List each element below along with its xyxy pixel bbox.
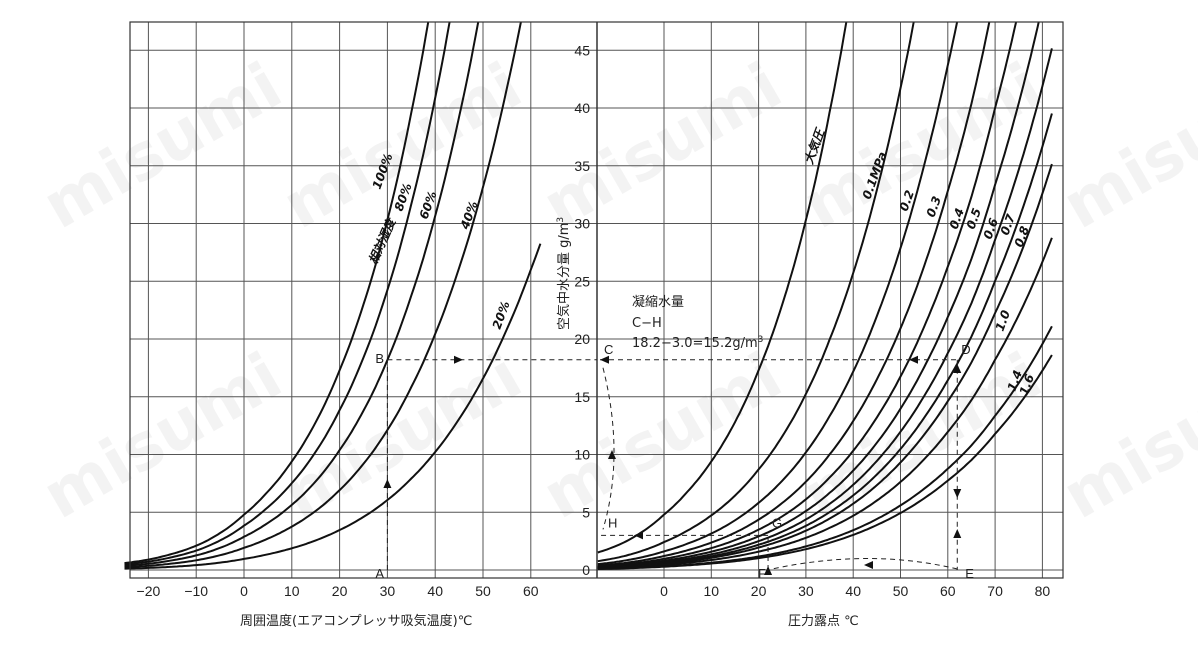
example-arrowhead: [953, 364, 962, 373]
y-tick-label: 30: [574, 216, 590, 232]
condensate-formula-sup: 3: [758, 335, 764, 345]
condensate-formula-main: 18.2−3.0=15.2g/m: [632, 336, 758, 351]
y-axis-title: 空気中水分量 g/m3: [556, 217, 572, 330]
curve-label: 0.6: [981, 216, 1001, 241]
curve-label: 1.4: [1005, 368, 1025, 393]
axis-tick-labels: −20 −10 0 10 20 30 40 50 60 0 10 20 30 40 50 60 70 80 0 5 10…: [137, 42, 1051, 599]
example-path: A B C D E F G H: [375, 342, 974, 581]
point-label-h: H: [608, 515, 617, 530]
condensate-formula: 18.2−3.0=15.2g/m3: [632, 335, 763, 351]
condensate-title: 凝縮水量: [632, 294, 684, 310]
example-arrowhead: [953, 489, 962, 498]
rh-curve-20pct: [124, 243, 542, 570]
condensate-path: C−H: [632, 316, 662, 331]
y-tick-label: 5: [582, 504, 590, 520]
example-arrowhead: [764, 566, 773, 575]
y-tick-label: 35: [574, 158, 590, 174]
y-tick-label: 40: [574, 100, 590, 116]
right-x-tick-label: 0: [660, 583, 668, 599]
left-x-tick-label: 10: [284, 583, 300, 599]
curve-label: 40%: [457, 199, 480, 232]
curve-label: 0.2: [897, 188, 917, 213]
right-x-tick-label: 40: [845, 583, 861, 599]
left-x-tick-label: 20: [332, 583, 348, 599]
pressure-dew-point-curves: [597, 21, 1053, 570]
example-arrowhead: [634, 531, 643, 540]
curve-label: 0.3: [924, 194, 944, 219]
watermark-text: misumi: [1051, 339, 1198, 534]
left-x-tick-label: −10: [184, 583, 208, 599]
example-arrowhead: [383, 479, 392, 488]
watermark-text: misumi: [31, 49, 294, 244]
example-arrowhead: [454, 355, 463, 364]
watermark-text: misumi: [531, 339, 794, 534]
point-label-a: A: [375, 566, 384, 581]
y-tick-label: 10: [574, 447, 590, 463]
pressure-curve: [597, 21, 1040, 568]
curve-label: 1.6: [1017, 372, 1037, 397]
example-dashed-arc: [771, 558, 958, 570]
curve-label: 60%: [417, 189, 440, 221]
pressure-curve: [597, 163, 1053, 569]
left-x-tick-label: 60: [523, 583, 539, 599]
watermark-layer: misumimisumimisumimisumimisumimisumimisu…: [31, 49, 1198, 534]
pressure-curve: [597, 21, 1018, 568]
right-x-tick-label: 80: [1035, 583, 1051, 599]
right-x-tick-label: 30: [798, 583, 814, 599]
right-x-axis-title: 圧力露点 ℃: [788, 614, 859, 629]
example-arrowhead: [909, 355, 918, 364]
relative-humidity-curves: [124, 21, 542, 570]
right-x-tick-label: 20: [751, 583, 767, 599]
left-x-axis-title: 周囲温度(エアコンプレッサ吸気温度)℃: [240, 613, 472, 629]
example-arrowhead: [608, 450, 616, 459]
pressure-curve: [597, 354, 1053, 570]
curve-label: 0.8: [1012, 224, 1032, 249]
y-axis-title-sup: 3: [556, 217, 566, 223]
example-arrowhead: [953, 529, 962, 538]
left-x-tick-label: −20: [137, 583, 161, 599]
rh-curve-40pct: [124, 21, 522, 569]
right-x-tick-label: 10: [704, 583, 720, 599]
right-x-tick-label: 50: [893, 583, 909, 599]
curve-label: 1.0: [993, 308, 1013, 333]
y-axis-title-main: 空気中水分量 g/m: [556, 223, 572, 330]
point-label-g: G: [772, 515, 782, 530]
watermark-text: misumi: [531, 49, 794, 244]
y-tick-label: 15: [574, 389, 590, 405]
chart-frame: [129, 21, 1064, 579]
example-arrowhead: [864, 561, 873, 569]
point-label-c: C: [604, 342, 613, 357]
pressure-curve: [597, 21, 991, 567]
curve-label: 0.5: [964, 206, 984, 231]
point-label-e: E: [965, 566, 974, 581]
left-x-tick-label: 0: [240, 583, 248, 599]
point-label-b: B: [375, 351, 384, 366]
y-tick-label: 20: [574, 331, 590, 347]
legend-title-rh: 相対湿度: [366, 215, 399, 266]
curve-label: 0.4: [947, 206, 967, 231]
pressure-curve: [597, 48, 1053, 569]
example-dashed-arc: [602, 367, 615, 530]
right-x-tick-label: 60: [940, 583, 956, 599]
pressure-curve: [597, 21, 915, 563]
right-x-tick-label: 70: [987, 583, 1003, 599]
point-label-f: F: [758, 566, 766, 581]
y-tick-label: 45: [574, 42, 590, 58]
pressure-curve: [597, 237, 1053, 570]
point-label-d: D: [961, 342, 970, 357]
rh-curve-80pct: [124, 21, 451, 566]
left-x-tick-label: 40: [427, 583, 443, 599]
y-tick-label: 0: [582, 562, 590, 578]
watermark-text: misumi: [271, 339, 534, 534]
left-x-tick-label: 30: [380, 583, 396, 599]
y-tick-label: 25: [574, 273, 590, 289]
example-arrowhead: [600, 355, 609, 364]
watermark-text: misumi: [1051, 49, 1198, 244]
left-x-tick-label: 50: [475, 583, 491, 599]
rh-curve-100pct: [124, 21, 430, 565]
pressure-curve: [597, 21, 959, 566]
rh-curve-60pct: [124, 21, 480, 567]
left-grid: [130, 22, 597, 578]
